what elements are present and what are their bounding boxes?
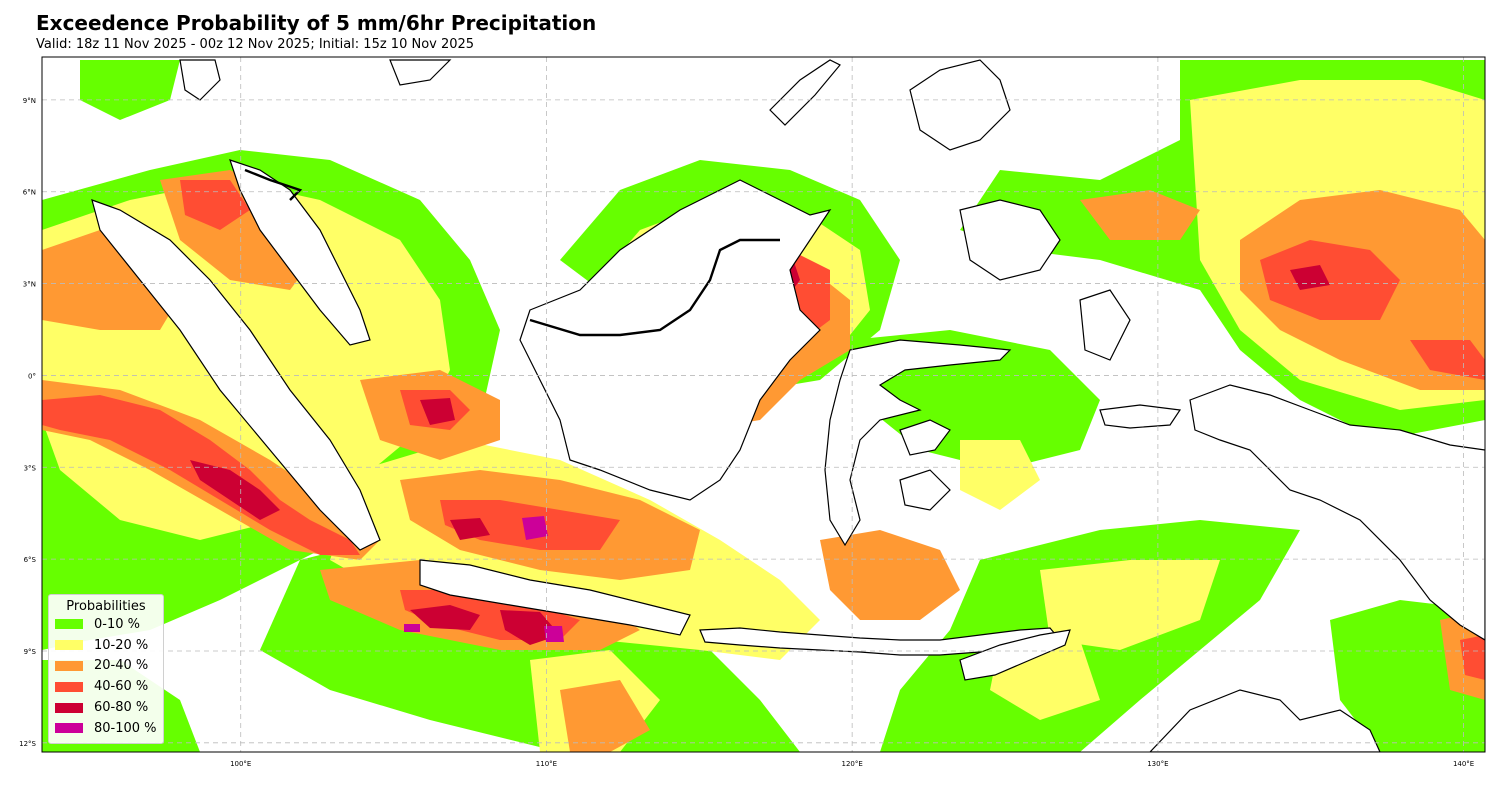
legend-items: 0-10 % 10-20 % 20-40 % 40-60 % 60-80 % 80-100… bbox=[49, 614, 163, 739]
map-frame bbox=[41, 56, 1486, 753]
legend-swatch bbox=[55, 640, 83, 651]
legend-swatch bbox=[55, 723, 83, 734]
legend-label: 80-100 % bbox=[94, 720, 157, 736]
legend-title: Probabilities bbox=[66, 599, 146, 614]
x-tick-label: 130°E bbox=[1147, 760, 1168, 768]
y-tick-label: 9°S bbox=[24, 648, 37, 656]
map-title: Exceedence Probability of 5 mm/6hr Preci… bbox=[36, 11, 597, 35]
legend-item: 40-60 % bbox=[49, 676, 163, 697]
legend-item: 10-20 % bbox=[49, 635, 163, 656]
legend-swatch bbox=[55, 619, 83, 630]
legend-swatch bbox=[55, 702, 83, 713]
y-tick-label: 6°S bbox=[24, 556, 37, 564]
legend-item: 0-10 % bbox=[49, 614, 163, 635]
x-tick-label: 100°E bbox=[230, 760, 251, 768]
x-tick-label: 140°E bbox=[1453, 760, 1474, 768]
x-tick-label: 120°E bbox=[842, 760, 863, 768]
y-tick-label: 6°N bbox=[23, 189, 36, 197]
y-tick-label: 3°N bbox=[23, 281, 36, 289]
legend-label: 60-80 % bbox=[94, 700, 149, 716]
y-tick-label: 9°N bbox=[23, 97, 36, 105]
coastlines bbox=[91, 59, 1485, 752]
legend-label: 40-60 % bbox=[94, 679, 149, 695]
legend-item: 20-40 % bbox=[49, 656, 163, 677]
legend-label: 10-20 % bbox=[94, 637, 149, 653]
legend-item: 80-100 % bbox=[49, 718, 163, 739]
legend-label: 0-10 % bbox=[94, 616, 140, 632]
y-tick-label: 12°S bbox=[19, 740, 36, 748]
y-tick-label: 0° bbox=[28, 372, 36, 380]
borders bbox=[244, 168, 780, 337]
legend-swatch bbox=[55, 660, 83, 671]
x-tick-label: 110°E bbox=[536, 760, 557, 768]
legend-label: 20-40 % bbox=[94, 658, 149, 674]
map-subtitle: Valid: 18z 11 Nov 2025 - 00z 12 Nov 2025… bbox=[36, 37, 475, 52]
y-tick-label: 3°S bbox=[24, 464, 37, 472]
x-tick-labels: 100°E 110°E 120°E 130°E 140°E bbox=[230, 760, 1474, 768]
gridlines bbox=[42, 57, 1485, 752]
y-tick-labels: 9°N 6°N 3°N 0° 3°S 6°S 9°S 12°S bbox=[19, 97, 36, 748]
probability-field bbox=[42, 59, 1485, 752]
legend-item: 60-80 % bbox=[49, 697, 163, 718]
legend: Probabilities 0-10 % 10-20 % 20-40 % 40-60 … bbox=[48, 594, 164, 744]
legend-swatch bbox=[55, 681, 83, 692]
